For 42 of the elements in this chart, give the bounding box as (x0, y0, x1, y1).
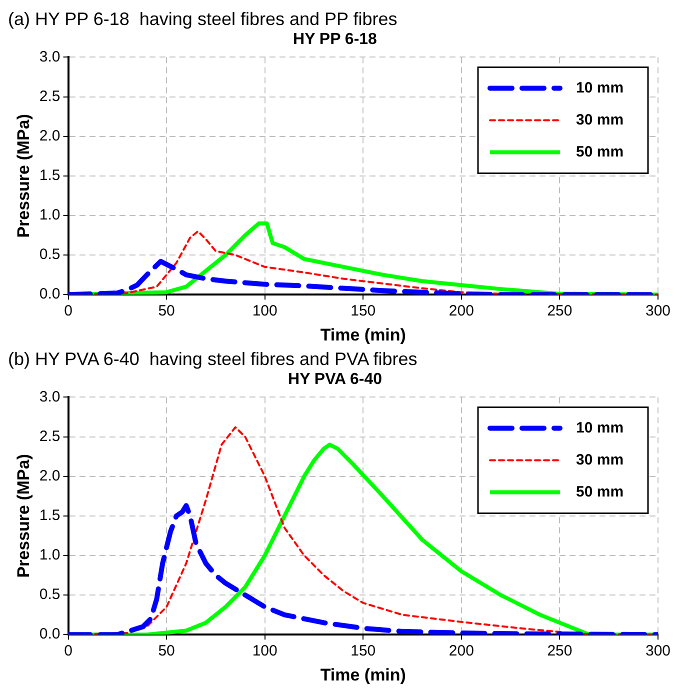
legend-label: 10 mm (576, 419, 624, 436)
y-tick-label: 1.0 (39, 546, 60, 564)
x-tick-label: 300 (645, 302, 671, 320)
y-axis-title: Pressure (MPa) (14, 454, 33, 578)
x-axis-title: Time (min) (320, 325, 406, 344)
y-tick-label: 0.5 (39, 586, 60, 604)
y-tick-label: 0.0 (39, 286, 60, 303)
x-tick-label: 200 (448, 302, 474, 320)
text: (b) HY PVA 6-40 having steel fibres and PVA fibres (8, 348, 418, 370)
legend-label: 30 mm (576, 451, 624, 468)
x-tick-label: 250 (547, 302, 572, 320)
y-tick-label: 3.0 (39, 48, 60, 66)
legend-label: 50 mm (576, 483, 624, 500)
x-tick-label: 250 (547, 642, 572, 660)
text: (a) HY PP 6-18 having steel fibres and PP fibres (8, 8, 398, 30)
x-tick-label: 0 (64, 642, 72, 660)
y-tick-label: 1.5 (39, 167, 60, 184)
x-tick-label: 0 (64, 302, 72, 320)
legend-label: 10 mm (576, 79, 624, 96)
legend-label: 30 mm (576, 111, 624, 128)
y-tick-label: 3.0 (39, 388, 60, 406)
y-axis-title: Pressure (MPa) (14, 114, 33, 238)
y-tick-label: 2.0 (39, 467, 60, 484)
chart-title: HY PVA 6-40 (288, 371, 382, 388)
x-tick-label: 150 (350, 642, 376, 660)
x-axis-title: Time (min) (320, 665, 406, 684)
x-tick-label: 100 (252, 302, 278, 320)
x-tick-label: 50 (158, 302, 175, 320)
x-tick-label: 150 (350, 302, 376, 320)
x-tick-label: 300 (645, 642, 671, 660)
chart-title: HY PP 6-18 (293, 31, 378, 48)
x-tick-label: 100 (252, 642, 278, 660)
y-tick-label: 2.5 (39, 88, 60, 105)
x-tick-label: 50 (158, 642, 175, 660)
x-tick-label: 200 (448, 642, 474, 660)
y-tick-label: 1.0 (39, 206, 60, 224)
y-tick-label: 0.5 (39, 246, 60, 264)
y-tick-label: 1.5 (39, 507, 60, 524)
legend-label: 50 mm (576, 143, 624, 160)
y-tick-label: 2.0 (39, 127, 60, 144)
y-tick-label: 0.0 (39, 626, 60, 643)
y-tick-label: 2.5 (39, 428, 60, 445)
